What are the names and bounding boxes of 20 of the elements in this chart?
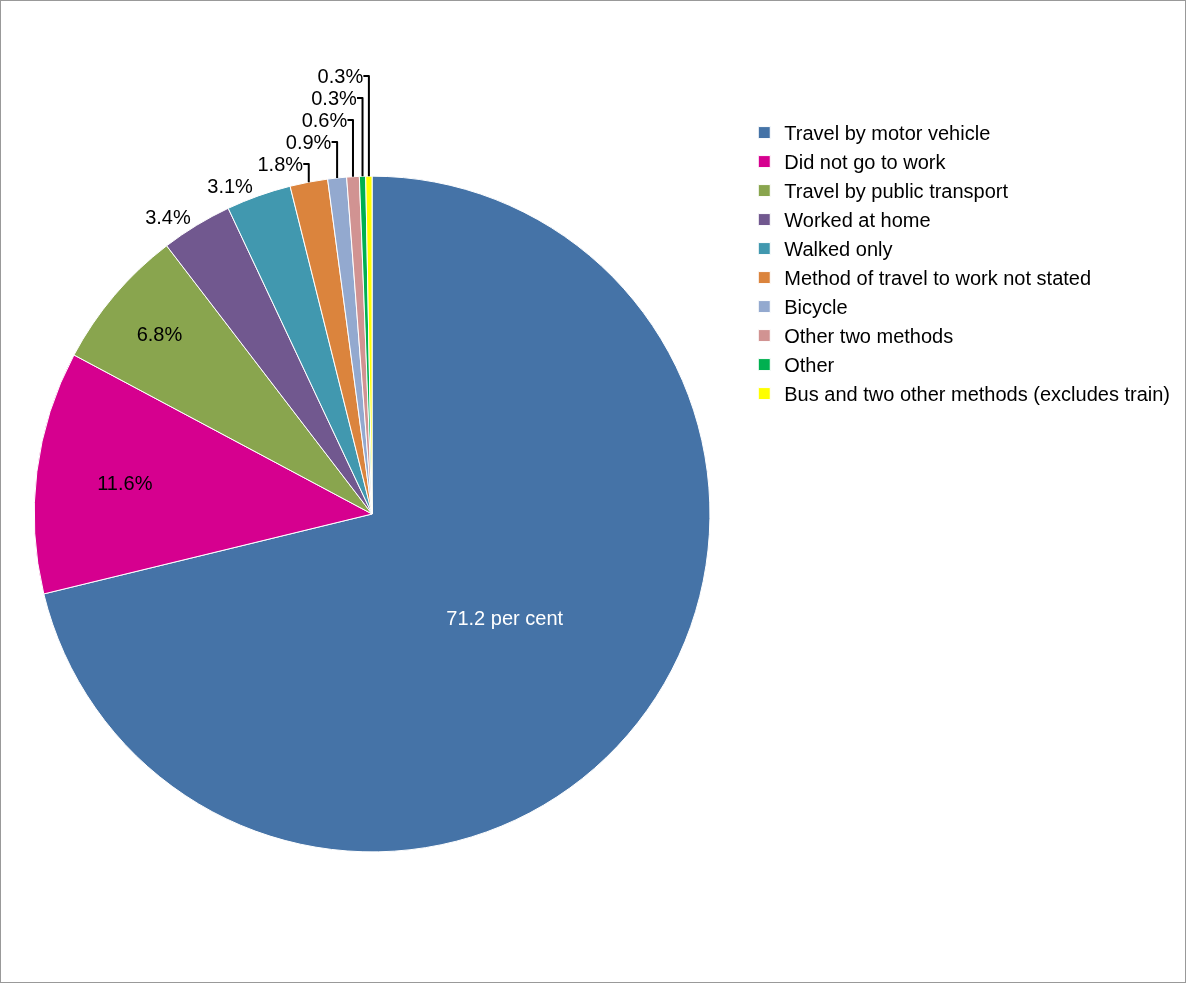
data-label: 71.2 per cent — [446, 607, 564, 630]
legend-label: Method of travel to work not stated — [784, 267, 1092, 290]
data-label: 1.8% — [257, 153, 304, 176]
legend-label: Did not go to work — [784, 151, 947, 174]
data-label: 0.9% — [285, 131, 332, 154]
data-label: 0.3% — [317, 65, 364, 88]
legend-label: Bus and two other methods (excludes train) — [784, 383, 1171, 406]
legend-label: Bicycle — [784, 296, 848, 319]
data-label: 6.8% — [136, 322, 183, 345]
data-label: 0.3% — [311, 87, 358, 110]
data-label: 3.4% — [145, 206, 191, 229]
legend-label: Travel by public transport — [784, 180, 1009, 203]
legend-label: Worked at home — [784, 209, 931, 232]
data-label: 3.1% — [207, 175, 254, 198]
data-label: 0.6% — [301, 109, 348, 132]
data-label: 11.6% — [97, 471, 153, 494]
legend-label: Other two methods — [784, 325, 954, 348]
legend-label: Other — [784, 354, 835, 377]
legend-label: Walked only — [784, 238, 893, 261]
legend-label: Travel by motor vehicle — [784, 122, 991, 145]
